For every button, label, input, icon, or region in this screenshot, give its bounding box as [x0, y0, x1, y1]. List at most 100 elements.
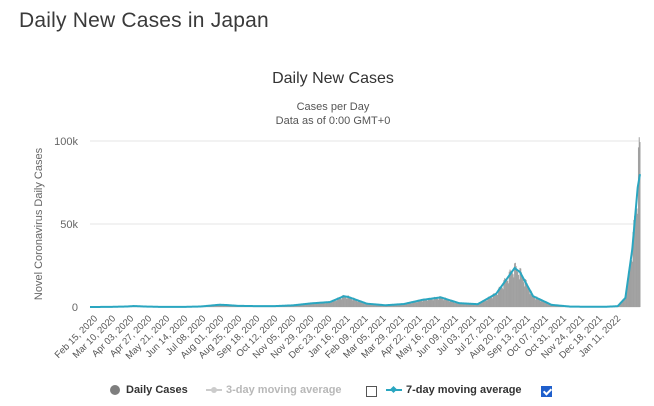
daily-cases-bar: [474, 304, 476, 307]
daily-cases-bar: [469, 304, 471, 307]
daily-cases-bar: [313, 303, 315, 307]
y-tick-label: 50k: [60, 219, 78, 231]
daily-cases-bar: [352, 297, 354, 307]
daily-cases-bar: [382, 305, 384, 307]
daily-cases-bar: [312, 303, 314, 307]
legend-label-daily-cases: Daily Cases: [126, 384, 188, 396]
daily-cases-bar: [221, 304, 223, 307]
daily-cases-bar: [364, 302, 366, 307]
legend: Daily Cases 3-day moving average 7-day m…: [0, 384, 654, 402]
daily-cases-bar: [624, 298, 626, 307]
daily-cases-bar: [480, 302, 482, 307]
daily-cases-bar: [526, 283, 528, 307]
daily-cases-bar: [451, 300, 453, 307]
daily-cases-bar: [330, 302, 332, 307]
daily-cases-bar: [384, 305, 386, 307]
daily-cases-bar: [437, 299, 439, 307]
daily-cases-bar: [403, 303, 405, 307]
daily-cases-bar: [447, 299, 449, 307]
daily-cases-bar: [492, 294, 494, 307]
daily-cases-bar: [541, 299, 543, 307]
daily-cases-bar: [323, 302, 325, 307]
daily-cases-bar: [411, 303, 413, 307]
daily-cases-bar: [527, 288, 529, 307]
daily-cases-bar: [547, 303, 549, 307]
daily-cases-bar: [397, 304, 399, 307]
daily-cases-bar: [494, 293, 496, 307]
daily-cases-bar: [497, 294, 499, 307]
daily-cases-bar: [361, 302, 363, 307]
daily-cases-bar: [530, 290, 532, 307]
daily-cases-bar: [407, 302, 409, 307]
daily-cases-bar: [394, 305, 396, 307]
daily-cases-bar: [221, 305, 223, 307]
y-tick-labels: 0 50k 100k: [54, 136, 78, 314]
daily-cases-bar: [464, 303, 466, 307]
daily-cases-bar: [314, 303, 316, 307]
daily-cases-bar: [634, 211, 636, 307]
daily-cases-bar: [543, 301, 545, 307]
line-marker-icon: [386, 385, 402, 395]
daily-cases-bar: [509, 269, 511, 307]
daily-cases-bar: [394, 304, 396, 307]
daily-cases-bar: [216, 305, 218, 307]
daily-cases-bar: [450, 299, 452, 307]
daily-cases-bar: [327, 301, 329, 307]
daily-cases-bar: [635, 209, 637, 307]
daily-cases-bar: [227, 305, 229, 307]
daily-cases-bar: [471, 303, 473, 307]
toggle-3-day-average-checkbox[interactable]: [366, 386, 377, 397]
daily-cases-bar: [504, 278, 506, 307]
daily-cases-bar: [354, 299, 356, 307]
daily-cases-bar: [481, 300, 483, 307]
daily-cases-bar: [337, 297, 339, 307]
legend-item-daily-cases[interactable]: Daily Cases: [110, 384, 188, 396]
daily-cases-bar: [220, 304, 222, 307]
daily-cases-bar: [339, 298, 341, 307]
daily-cases-bar: [457, 303, 459, 307]
daily-cases-bar: [544, 302, 546, 307]
daily-cases-bar: [522, 278, 524, 307]
daily-cases-bar: [536, 296, 538, 307]
daily-cases-bar: [493, 293, 495, 307]
daily-cases-bar: [335, 301, 337, 307]
legend-item-3-day-average[interactable]: 3-day moving average: [206, 384, 342, 396]
daily-cases-bar: [308, 304, 310, 307]
daily-cases-bar: [319, 303, 321, 307]
daily-cases-bar: [524, 279, 526, 307]
daily-cases-bar: [420, 300, 422, 307]
daily-cases-bar: [427, 300, 429, 307]
daily-cases-bar: [405, 304, 407, 307]
daily-cases-bar: [302, 304, 304, 307]
daily-cases-bar: [362, 303, 364, 307]
daily-cases-bar: [356, 300, 358, 307]
daily-cases-bar: [622, 299, 624, 307]
daily-cases-bar: [434, 296, 436, 307]
daily-cases-bar: [410, 302, 412, 307]
daily-cases-bar: [476, 303, 478, 307]
legend-item-7-day-average[interactable]: 7-day moving average: [386, 384, 522, 396]
daily-cases-bar: [467, 303, 469, 307]
daily-cases-bar: [298, 304, 300, 307]
daily-cases-bar: [373, 304, 375, 307]
daily-cases-bar: [503, 280, 505, 307]
daily-cases-bar: [627, 271, 629, 307]
daily-cases-bar: [517, 274, 519, 307]
toggle-7-day-average-checkbox[interactable]: [541, 386, 552, 397]
daily-cases-bar: [360, 301, 362, 307]
daily-cases-bar: [393, 304, 395, 307]
daily-cases-bar: [367, 304, 369, 307]
daily-cases-bar: [332, 300, 334, 307]
daily-cases-bar: [500, 286, 502, 307]
daily-cases-bar: [430, 298, 432, 307]
daily-cases-bar: [331, 300, 333, 307]
daily-cases-bar: [527, 285, 529, 307]
daily-cases-bar: [383, 305, 385, 307]
daily-cases-bar: [404, 303, 406, 307]
y-axis-label: Novel Coronavirus Daily Cases: [33, 147, 45, 300]
daily-cases-bar: [470, 304, 472, 307]
daily-cases-bar: [297, 305, 299, 307]
daily-cases-bar: [461, 302, 463, 307]
